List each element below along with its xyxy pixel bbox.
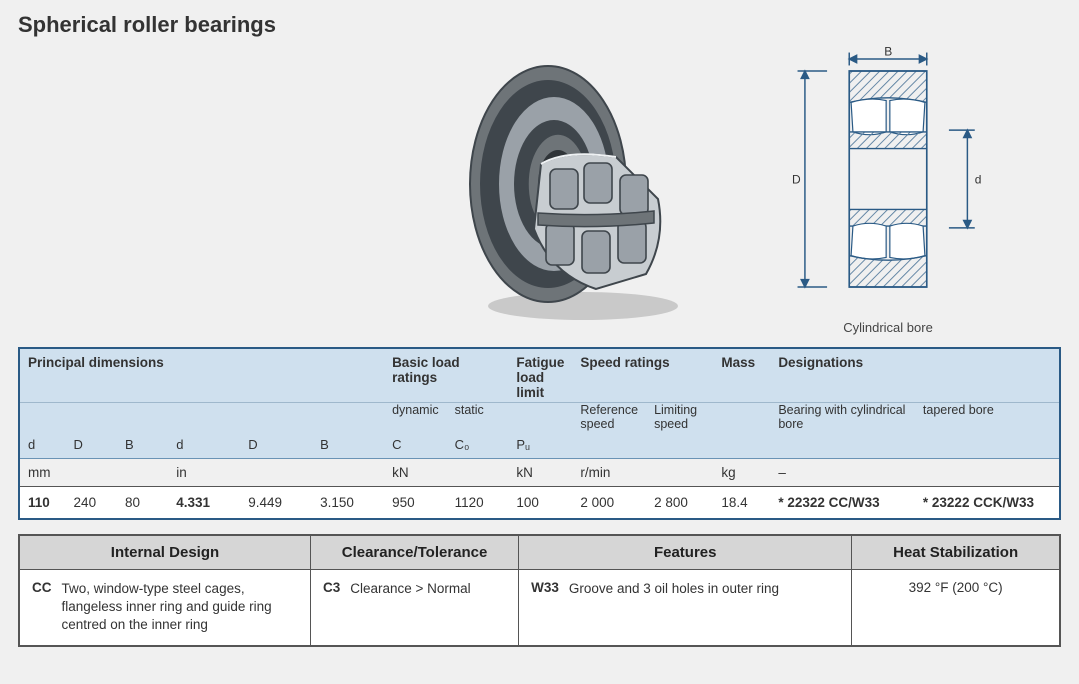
sym-C0: C₀ <box>447 435 509 459</box>
val-d-mm: 110 <box>19 487 66 520</box>
sym-D-in: D <box>240 435 312 459</box>
dim-label-d: d <box>975 173 982 187</box>
col-internal-design: Internal Design <box>19 535 310 570</box>
unit-in: in <box>168 459 240 487</box>
sym-d-mm: d <box>19 435 66 459</box>
cell-features: W33 Groove and 3 oil holes in outer ring <box>519 570 852 646</box>
sub-refspeed: Reference speed <box>572 403 646 436</box>
specs-table: Principal dimensions Basic load ratings … <box>18 347 1061 520</box>
val-limspeed: 2 800 <box>646 487 713 520</box>
val-D-mm: 240 <box>66 487 118 520</box>
page-title: Spherical roller bearings <box>18 12 1061 38</box>
code-W33: W33 <box>531 580 559 595</box>
group-load: Basic load ratings <box>384 348 508 403</box>
code-CC: CC <box>32 580 52 595</box>
val-desig-cyl: * 22322 CC/W33 <box>770 487 915 520</box>
sym-d-in: d <box>168 435 240 459</box>
desc-C3: Clearance > Normal <box>350 580 506 598</box>
unit-rmin: r/min <box>572 459 646 487</box>
code-C3: C3 <box>323 580 340 595</box>
val-desig-tap: * 23222 CCK/W33 <box>915 487 1060 520</box>
bearing-3d-illustration <box>438 44 698 324</box>
schematic-caption: Cylindrical bore <box>758 320 1018 335</box>
val-d-in: 4.331 <box>168 487 240 520</box>
schematic-diagram: B D d <box>758 44 1018 335</box>
val-B-mm: 80 <box>117 487 168 520</box>
group-principal: Principal dimensions <box>19 348 384 403</box>
cell-clearance: C3 Clearance > Normal <box>310 570 518 646</box>
unit-kN1: kN <box>384 459 447 487</box>
col-heat: Heat Stabilization <box>852 535 1060 570</box>
cell-heat: 392 °F (200 °C) <box>852 570 1060 646</box>
units-row: mm in kN kN r/min kg – <box>19 459 1060 487</box>
data-row: 110 240 80 4.331 9.449 3.150 950 1120 10… <box>19 487 1060 520</box>
sym-B-in: B <box>312 435 384 459</box>
dim-label-D: D <box>792 173 801 187</box>
val-Pu: 100 <box>508 487 572 520</box>
unit-kN2: kN <box>508 459 572 487</box>
desc-W33: Groove and 3 oil holes in outer ring <box>569 580 839 598</box>
sub-cylbore: Bearing with cylindrical bore <box>770 403 915 436</box>
unit-kg: kg <box>713 459 770 487</box>
group-fatigue: Fatigue load limit <box>508 348 572 403</box>
val-mass: 18.4 <box>713 487 770 520</box>
group-desig: Designations <box>770 348 1060 403</box>
val-C: 950 <box>384 487 447 520</box>
col-clearance: Clearance/Tolerance <box>310 535 518 570</box>
sub-dynamic: dynamic <box>384 403 447 436</box>
group-mass: Mass <box>713 348 770 403</box>
unit-dash: – <box>770 459 915 487</box>
val-refspeed: 2 000 <box>572 487 646 520</box>
unit-mm: mm <box>19 459 66 487</box>
sym-B-mm: B <box>117 435 168 459</box>
hero-row: B D d <box>18 44 1061 335</box>
cell-internal-design: CC Two, window-type steel cages, flangel… <box>19 570 310 646</box>
val-C0: 1120 <box>447 487 509 520</box>
val-D-in: 9.449 <box>240 487 312 520</box>
details-table: Internal Design Clearance/Tolerance Feat… <box>18 534 1061 647</box>
sym-Pu: Pᵤ <box>508 435 572 459</box>
val-B-in: 3.150 <box>312 487 384 520</box>
sym-D-mm: D <box>66 435 118 459</box>
sym-C: C <box>384 435 447 459</box>
dim-label-B: B <box>884 44 892 58</box>
desc-CC: Two, window-type steel cages, flangeless… <box>62 580 298 635</box>
group-speed: Speed ratings <box>572 348 713 403</box>
sub-static: static <box>447 403 509 436</box>
sub-limspeed: Limiting speed <box>646 403 713 436</box>
col-features: Features <box>519 535 852 570</box>
sub-tapbore: tapered bore <box>915 403 1060 436</box>
